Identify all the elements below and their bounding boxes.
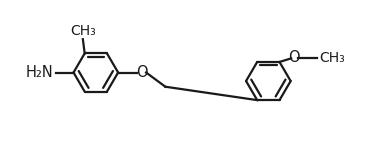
Text: H₂N: H₂N (26, 65, 53, 80)
Text: CH₃: CH₃ (320, 51, 345, 65)
Text: CH₃: CH₃ (70, 24, 96, 38)
Text: O: O (288, 50, 300, 65)
Text: O: O (136, 65, 147, 80)
